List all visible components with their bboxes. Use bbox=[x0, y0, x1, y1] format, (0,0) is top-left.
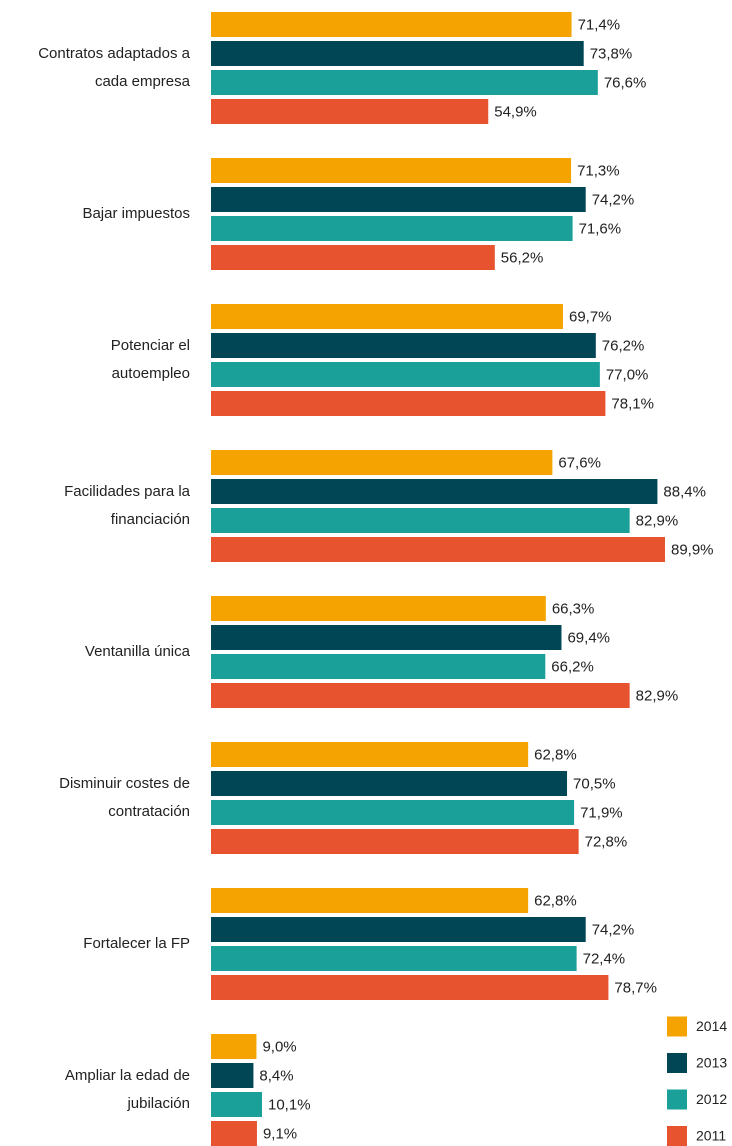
legend-swatch bbox=[667, 1126, 687, 1146]
bar bbox=[211, 1121, 257, 1146]
category-label: Contratos adaptados a cada empresa bbox=[38, 45, 190, 90]
value-label: 71,4% bbox=[578, 16, 621, 33]
value-label: 66,2% bbox=[551, 658, 594, 675]
value-label: 76,6% bbox=[604, 74, 647, 91]
value-label: 74,2% bbox=[592, 191, 635, 208]
category-label: Fortalecer la FP bbox=[83, 935, 190, 952]
value-label: 71,9% bbox=[580, 804, 623, 821]
value-label: 67,6% bbox=[558, 454, 601, 471]
value-label: 71,3% bbox=[577, 162, 620, 179]
bar bbox=[211, 917, 586, 942]
legend-label: 2011 bbox=[696, 1128, 726, 1144]
bar bbox=[211, 12, 572, 37]
value-label: 74,2% bbox=[592, 921, 635, 938]
value-label: 77,0% bbox=[606, 366, 649, 383]
value-label: 8,4% bbox=[259, 1067, 293, 1084]
bar bbox=[211, 187, 586, 212]
value-label: 72,8% bbox=[585, 833, 628, 850]
bar bbox=[211, 245, 495, 270]
value-label: 56,2% bbox=[501, 249, 544, 266]
value-label: 82,9% bbox=[636, 512, 679, 529]
value-label: 88,4% bbox=[663, 483, 706, 500]
value-label: 78,1% bbox=[611, 395, 654, 412]
value-label: 62,8% bbox=[534, 892, 577, 909]
value-label: 78,7% bbox=[614, 979, 657, 996]
value-label: 76,2% bbox=[602, 337, 645, 354]
value-label: 9,0% bbox=[262, 1038, 296, 1055]
bar bbox=[211, 70, 598, 95]
value-label: 62,8% bbox=[534, 746, 577, 763]
value-label: 54,9% bbox=[494, 103, 537, 120]
category-label: Ampliar la edad de jubilación bbox=[64, 1067, 190, 1112]
bar bbox=[211, 888, 529, 913]
bar bbox=[211, 625, 562, 650]
value-label: 73,8% bbox=[590, 45, 633, 62]
value-label: 69,4% bbox=[567, 629, 610, 646]
bar bbox=[211, 1092, 263, 1117]
bar bbox=[211, 362, 600, 387]
value-label: 66,3% bbox=[552, 600, 595, 617]
bar bbox=[211, 654, 546, 679]
bar bbox=[211, 800, 575, 825]
legend-label: 2013 bbox=[696, 1055, 727, 1071]
category-label: Disminuir costes de contratación bbox=[59, 775, 190, 820]
bar bbox=[211, 450, 553, 475]
value-label: 89,9% bbox=[671, 541, 714, 558]
bar bbox=[211, 771, 568, 796]
value-label: 69,7% bbox=[569, 308, 612, 325]
legend-label: 2014 bbox=[696, 1018, 727, 1034]
bar bbox=[211, 333, 596, 358]
bar bbox=[211, 742, 529, 767]
bar bbox=[211, 479, 658, 504]
value-label: 10,1% bbox=[268, 1096, 311, 1113]
bar bbox=[211, 829, 579, 854]
bar bbox=[211, 596, 546, 621]
bar bbox=[211, 946, 577, 971]
value-label: 9,1% bbox=[263, 1125, 297, 1142]
legend-label: 2012 bbox=[696, 1091, 727, 1107]
bar bbox=[211, 99, 489, 124]
category-label: Bajar impuestos bbox=[82, 205, 190, 222]
bar bbox=[211, 1034, 257, 1059]
value-label: 70,5% bbox=[573, 775, 616, 792]
bar bbox=[211, 304, 563, 329]
value-label: 71,6% bbox=[579, 220, 622, 237]
bar bbox=[211, 216, 573, 241]
category-label: Ventanilla única bbox=[84, 643, 190, 660]
category-label: Facilidades para la financiación bbox=[64, 483, 190, 528]
value-label: 82,9% bbox=[636, 687, 679, 704]
bar bbox=[211, 158, 572, 183]
legend-swatch bbox=[667, 1089, 687, 1110]
bar bbox=[211, 41, 584, 66]
value-label: 72,4% bbox=[583, 950, 626, 967]
bar bbox=[211, 1063, 254, 1088]
bar bbox=[211, 975, 609, 1000]
bar bbox=[211, 391, 606, 416]
bar bbox=[211, 537, 665, 562]
bar bbox=[211, 508, 630, 533]
legend-swatch bbox=[667, 1053, 687, 1073]
category-label: Potenciar el autoempleo bbox=[110, 337, 190, 382]
legend-swatch bbox=[667, 1016, 687, 1037]
bar bbox=[211, 683, 630, 708]
